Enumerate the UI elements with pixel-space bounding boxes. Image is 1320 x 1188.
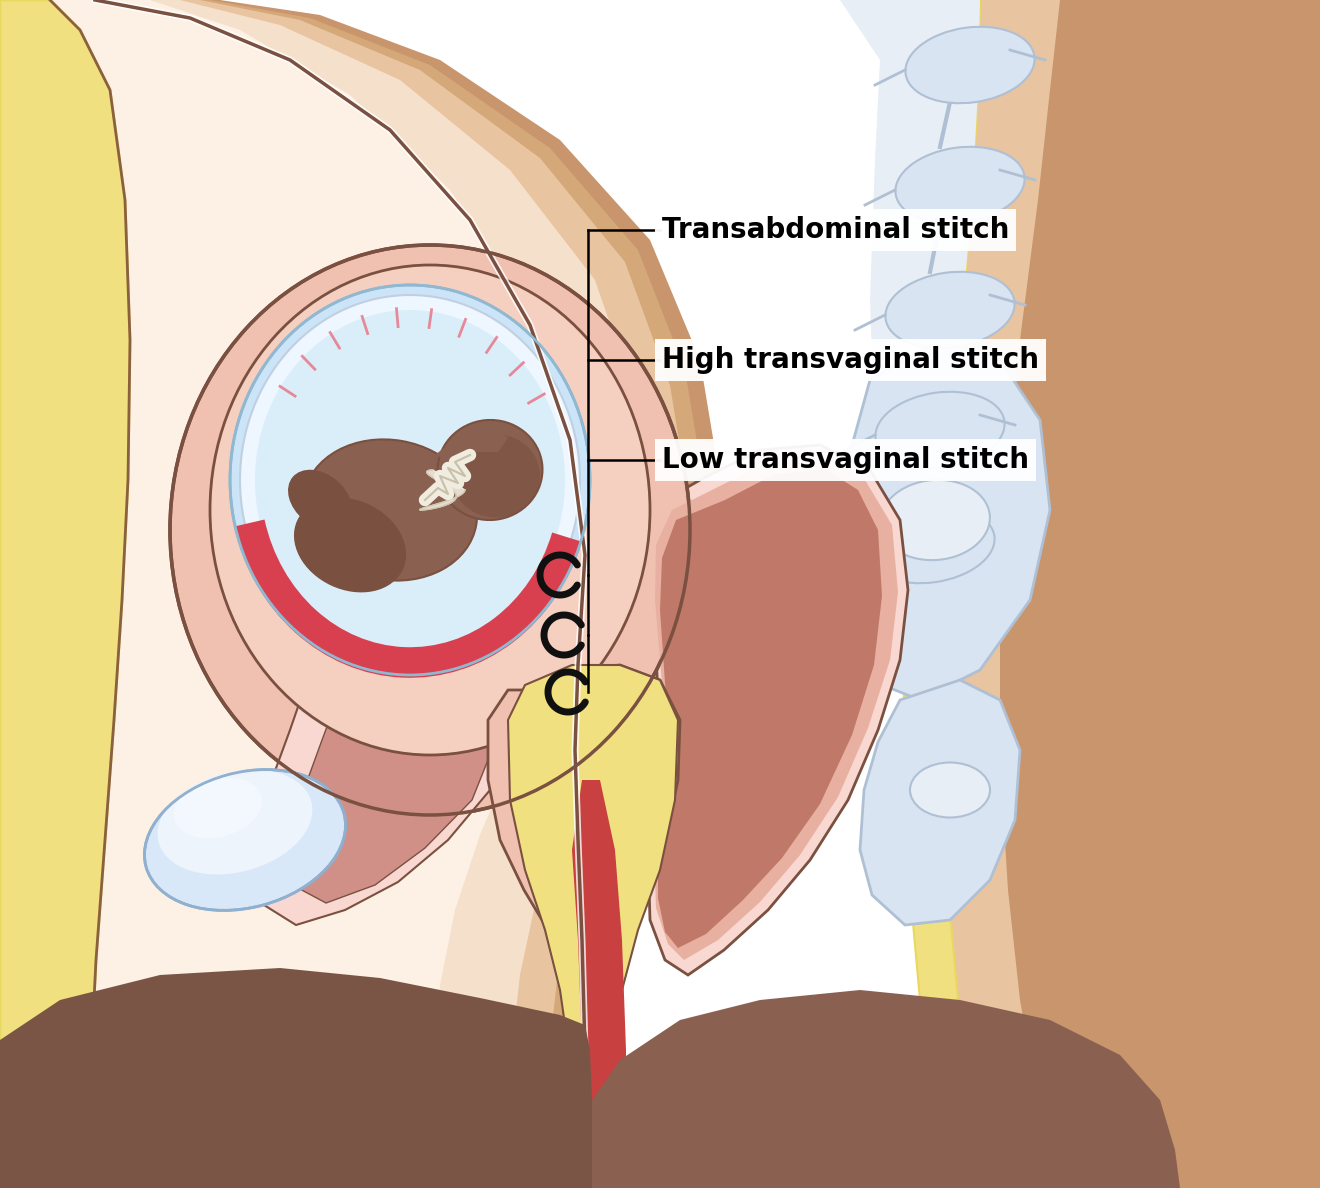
Polygon shape [572,781,626,1188]
Ellipse shape [144,770,346,910]
Polygon shape [288,615,508,903]
Ellipse shape [294,498,405,592]
Text: Low transvaginal stitch: Low transvaginal stitch [663,446,1030,474]
Ellipse shape [880,480,990,560]
Ellipse shape [451,435,540,518]
Ellipse shape [886,272,1015,348]
Polygon shape [840,0,979,620]
Polygon shape [657,469,882,948]
Polygon shape [948,0,1320,1188]
Polygon shape [0,0,653,1188]
Polygon shape [653,459,898,960]
Ellipse shape [174,778,263,839]
Polygon shape [0,0,565,1188]
Ellipse shape [906,27,1035,103]
Polygon shape [904,0,979,1188]
Polygon shape [0,968,591,1188]
Polygon shape [508,665,678,1188]
Polygon shape [252,584,528,925]
Ellipse shape [210,265,649,756]
Ellipse shape [170,245,690,815]
Polygon shape [861,680,1020,925]
Ellipse shape [157,770,313,874]
Ellipse shape [909,763,990,817]
Polygon shape [940,0,1060,1188]
Ellipse shape [875,392,1005,468]
Ellipse shape [437,421,543,520]
Ellipse shape [289,470,351,530]
Ellipse shape [895,147,1024,223]
Text: Transabdominal stitch: Transabdominal stitch [663,216,1010,244]
Polygon shape [0,0,690,1188]
Polygon shape [0,0,129,1188]
Ellipse shape [240,295,579,665]
Polygon shape [420,470,465,510]
Polygon shape [488,665,680,1060]
Polygon shape [648,446,908,975]
Polygon shape [838,340,1049,700]
Text: High transvaginal stitch: High transvaginal stitch [663,346,1039,374]
Ellipse shape [866,507,994,583]
Ellipse shape [304,440,477,581]
Polygon shape [0,0,719,1188]
Ellipse shape [255,310,565,650]
Polygon shape [436,425,508,460]
Polygon shape [0,0,705,1188]
Ellipse shape [230,285,590,675]
Polygon shape [591,990,1180,1188]
